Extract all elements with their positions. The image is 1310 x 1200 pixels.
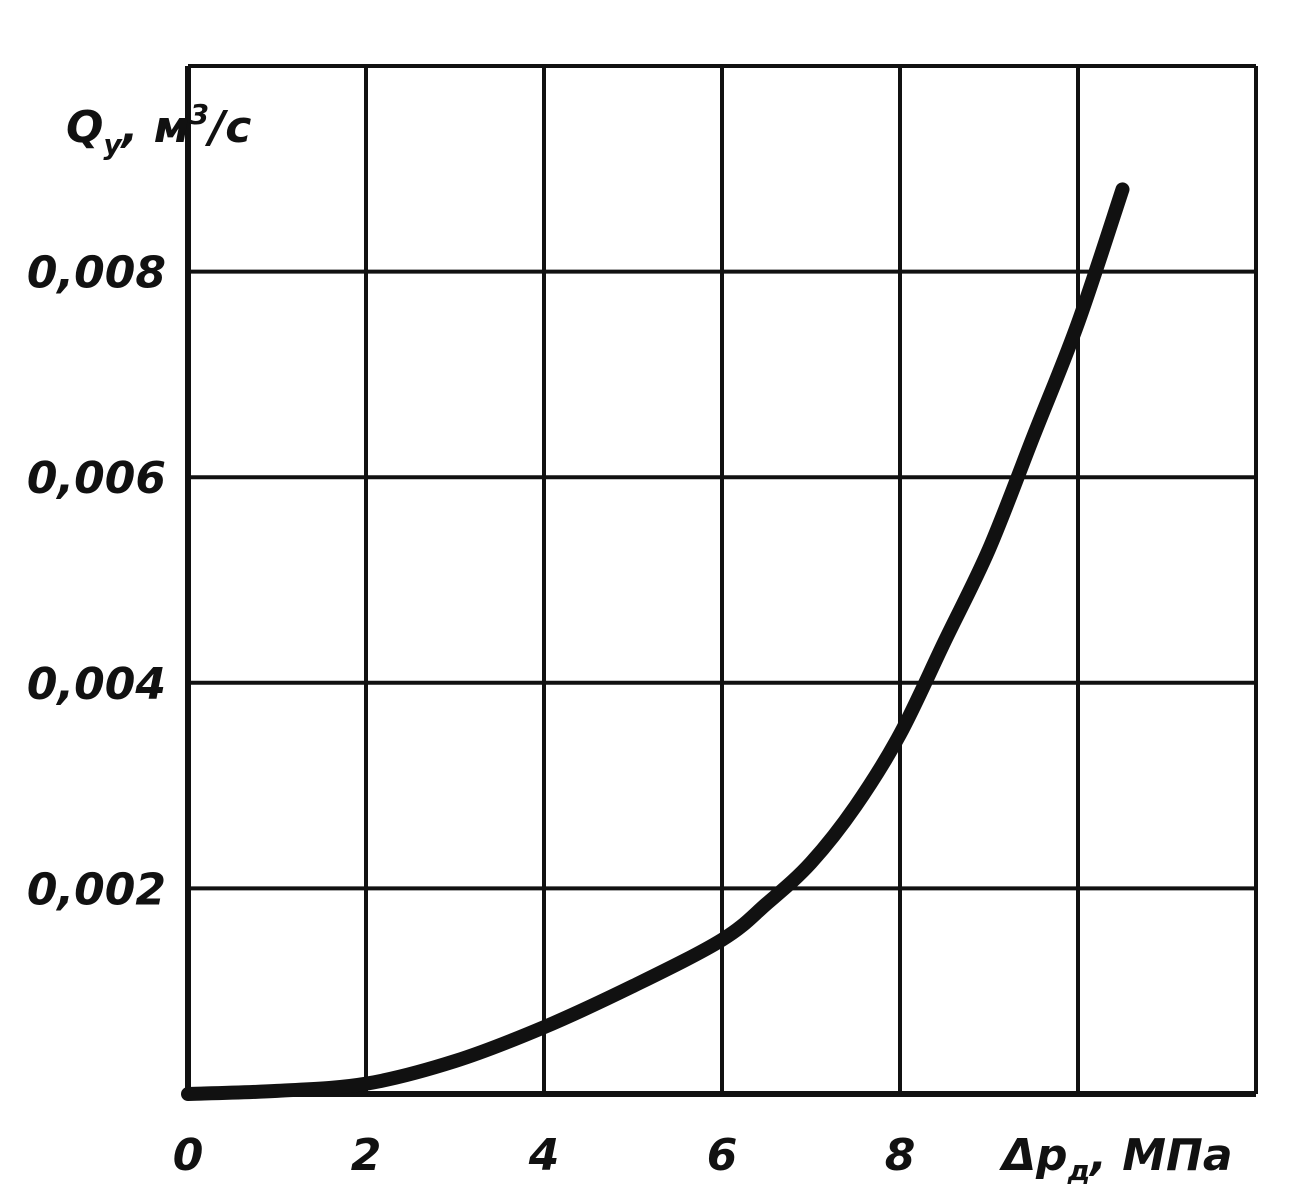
x-tick-label: 2 bbox=[351, 1130, 382, 1181]
y-tick-label: 0,008 bbox=[27, 248, 166, 299]
series-line bbox=[181, 182, 1130, 1101]
x-axis-title: Δpд, МПа bbox=[999, 1130, 1233, 1187]
axes bbox=[185, 64, 1258, 1097]
x-tick-label: 6 bbox=[707, 1130, 738, 1181]
grid bbox=[188, 66, 1256, 1094]
y-tick-label: 0,006 bbox=[27, 453, 166, 504]
y-axis-title: Qy, м3/c bbox=[66, 98, 251, 161]
tick-labels: 0 2 4 6 8 0,002 0,004 0,006 0,008 bbox=[27, 248, 916, 1181]
y-tick-label: 0,004 bbox=[27, 659, 166, 710]
y-tick-label: 0,002 bbox=[27, 864, 166, 915]
x-tick-label: 4 bbox=[528, 1130, 560, 1181]
x-tick-label: 0 bbox=[173, 1130, 204, 1181]
x-tick-label: 8 bbox=[885, 1130, 916, 1181]
